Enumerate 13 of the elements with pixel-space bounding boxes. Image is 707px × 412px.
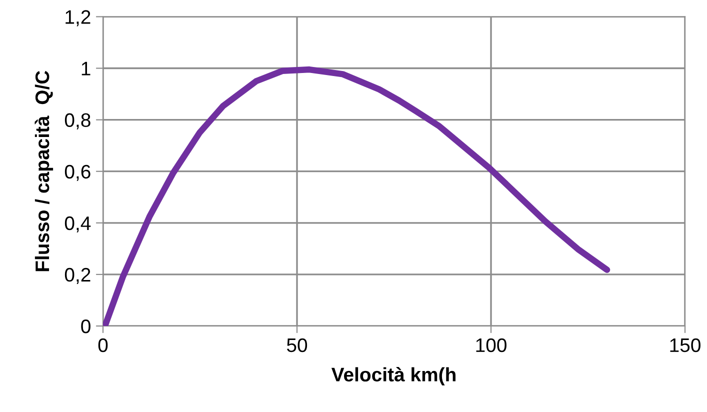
y-tick-label: 0 — [81, 319, 90, 334]
y-tick-label: 0,8 — [64, 113, 90, 130]
x-tick-label: 50 — [286, 338, 308, 352]
x-axis-title: Velocità km(h — [331, 367, 456, 386]
y-tick-label: 0,4 — [64, 216, 91, 232]
x-tick-label: 150 — [670, 338, 700, 352]
x-tick-label: 100 — [476, 338, 506, 352]
y-axis-title: Flusso / capacità Q/C — [34, 70, 54, 272]
y-tick-label: 0,6 — [64, 164, 90, 181]
x-tick-label: 0 — [98, 338, 108, 352]
y-tick-label: 0,2 — [64, 268, 90, 284]
y-tick-label: 1,2 — [66, 10, 90, 26]
y-tick-label: 1 — [82, 62, 90, 76]
